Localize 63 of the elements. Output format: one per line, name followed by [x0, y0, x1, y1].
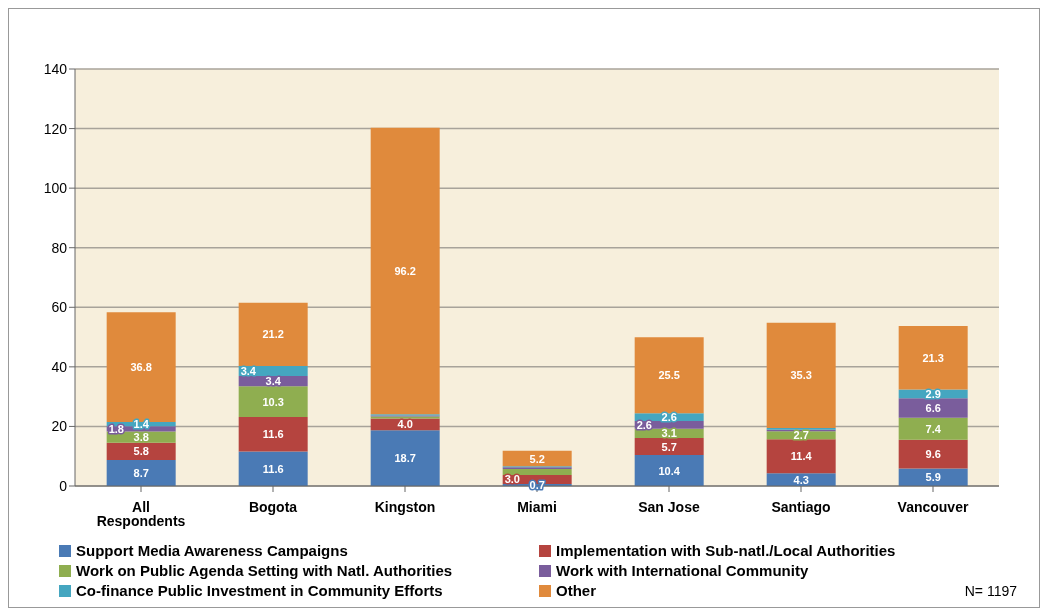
data-label: 3.1 [661, 427, 677, 440]
data-label: 11.6 [262, 462, 284, 475]
y-tick-label: 0 [59, 477, 68, 494]
legend-label: Work on Public Agenda Setting with Natl. Authorities [76, 562, 453, 579]
data-label: 10.3 [262, 395, 284, 408]
data-label: 3.4 [240, 365, 257, 378]
data-label: 2.6 [661, 411, 677, 424]
x-tick-label: Kingston [374, 498, 436, 515]
legend-label: Work with International Community [556, 562, 809, 579]
data-label: 2.6 [636, 418, 652, 431]
y-tick-label: 100 [43, 180, 68, 197]
data-label: 4.3 [793, 473, 809, 486]
data-label: 21.2 [262, 328, 284, 341]
y-tick-label: 60 [51, 299, 68, 316]
y-tick-label: 80 [51, 239, 68, 256]
x-tick-label: San Jose [638, 498, 700, 515]
data-label: 0.7 [529, 478, 545, 491]
bar [898, 326, 968, 390]
bar [634, 337, 704, 414]
data-label: 2.9 [925, 387, 941, 400]
data-label: 3.4 [265, 375, 282, 388]
y-tick-label: 20 [51, 418, 68, 435]
data-label: 3.8 [133, 431, 149, 444]
data-label: 36.8 [130, 361, 152, 374]
bar [238, 302, 308, 366]
data-label: 25.5 [658, 369, 680, 382]
y-tick-label: 120 [43, 120, 68, 137]
bar [502, 469, 572, 475]
legend-label: Support Media Awareness Campaigns [76, 542, 348, 559]
x-tick-label: All Respondents [96, 498, 186, 529]
legend-label: Implementation with Sub-natl./Local Authorities [556, 542, 896, 559]
data-label: 96.2 [394, 264, 416, 277]
data-label: 21.3 [922, 351, 944, 364]
x-tick-label: Miami [517, 498, 557, 515]
data-label: 5.9 [925, 471, 941, 484]
bar [370, 430, 440, 486]
y-tick-label: 140 [43, 60, 68, 77]
bar [766, 322, 836, 428]
bar [106, 312, 176, 422]
x-tick-label: Bogota [248, 498, 298, 515]
legend-label: Co-finance Public Investment in Community Efforts [76, 582, 443, 599]
data-label: 9.6 [925, 448, 941, 461]
data-label: 11.4 [790, 450, 813, 463]
bar [370, 127, 440, 415]
data-label: 5.8 [133, 445, 149, 458]
legend-label: Other [556, 582, 597, 599]
data-label: 35.3 [790, 369, 812, 382]
data-label: 2.7 [793, 429, 809, 442]
data-label: 5.7 [661, 440, 677, 453]
x-tick-label: Vancouver [897, 498, 969, 515]
data-label: 11.6 [262, 428, 284, 441]
data-label: 18.7 [394, 452, 416, 465]
x-tick-label: Santiago [771, 498, 831, 515]
data-label: 3.0 [504, 473, 520, 486]
y-tick-label: 40 [51, 358, 68, 375]
text: N= 1197 [964, 583, 1017, 599]
data-label: 4.0 [397, 418, 413, 431]
data-label: 6.6 [925, 401, 941, 414]
data-label: 1.8 [108, 422, 124, 435]
data-label: 10.4 [658, 464, 681, 477]
data-label: 7.4 [925, 422, 942, 435]
data-label: 5.2 [529, 452, 545, 465]
data-label: 8.7 [133, 467, 149, 480]
